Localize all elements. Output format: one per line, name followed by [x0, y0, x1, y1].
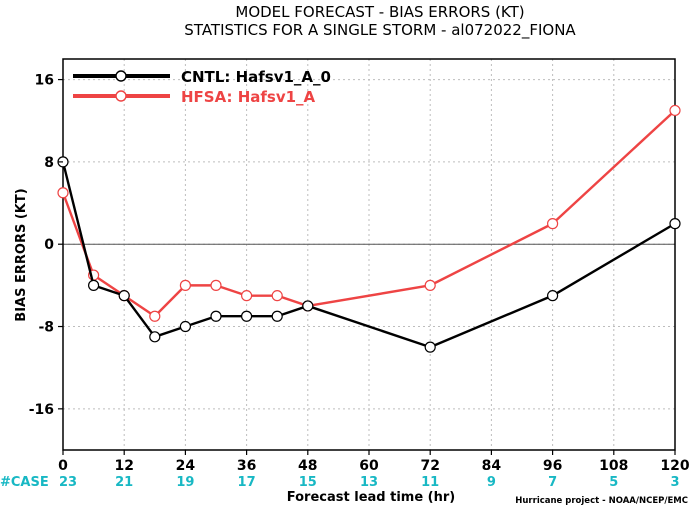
- grid-lines: [62, 59, 676, 450]
- data-point: [210, 310, 222, 322]
- y-tick-label: 0: [44, 237, 54, 253]
- data-point: [424, 341, 436, 353]
- y-tick-label: 16: [35, 73, 54, 89]
- legend-marker: [115, 90, 127, 102]
- x-axis-label: Forecast lead time (hr): [287, 490, 455, 505]
- x-tick-label: 12: [114, 458, 133, 474]
- case-count: 17: [238, 475, 256, 490]
- data-point: [546, 218, 559, 230]
- case-count: 3: [670, 475, 679, 490]
- x-tick-label: 36: [237, 458, 256, 474]
- data-point: [241, 290, 253, 302]
- series-cntl: [57, 156, 681, 353]
- x-tick-label: 24: [176, 458, 196, 474]
- x-tick-label: 96: [543, 458, 562, 474]
- data-point: [271, 290, 283, 302]
- series-line: [61, 109, 676, 318]
- data-point: [669, 104, 681, 117]
- data-point: [241, 310, 253, 322]
- case-count: 23: [59, 475, 77, 490]
- x-tick-label: 84: [482, 458, 502, 474]
- credit-text: Hurricane project - NOAA/NCEP/EMC: [515, 496, 688, 506]
- y-tick-label: -8: [38, 320, 54, 336]
- data-point: [424, 279, 436, 291]
- x-tick-label: 48: [298, 458, 317, 474]
- x-tick-label: 60: [359, 458, 379, 474]
- data-point: [271, 310, 283, 322]
- y-tick-label: -16: [29, 402, 54, 418]
- legend-marker: [115, 70, 127, 82]
- data-point: [302, 300, 314, 312]
- case-count: 7: [548, 475, 557, 490]
- data-point: [149, 310, 161, 322]
- x-tick-label: 120: [660, 458, 689, 474]
- series-hfsa: [57, 104, 681, 322]
- chart-title: MODEL FORECAST - BIAS ERRORS (KT): [235, 3, 524, 21]
- y-axis-label: BIAS ERRORS (KT): [14, 188, 29, 321]
- x-tick-label: 0: [58, 458, 68, 474]
- case-label: #CASE: [0, 475, 49, 490]
- data-point: [118, 290, 130, 302]
- y-tick-label: 8: [44, 155, 54, 171]
- x-tick-labels: 0 12 24 36 48 60 72 84 96 108 120: [58, 450, 690, 474]
- legend-label: CNTL: Hafsv1_A_0: [181, 68, 331, 86]
- chart-subtitle: STATISTICS FOR A SINGLE STORM - al072022…: [184, 21, 576, 40]
- data-point: [57, 187, 69, 199]
- y-tick-labels: -16 -8 0 8 16: [29, 73, 63, 418]
- case-count: 21: [115, 475, 133, 490]
- case-count: 9: [487, 475, 496, 490]
- x-tick-label: 72: [420, 458, 439, 474]
- data-point: [210, 279, 222, 291]
- case-count: 11: [421, 475, 439, 490]
- case-count: 13: [360, 475, 378, 490]
- data-point: [546, 290, 559, 302]
- case-count: 5: [609, 475, 618, 490]
- series-group: [57, 104, 681, 353]
- legend-label: HFSA: Hafsv1_A: [181, 88, 316, 106]
- x-tick-label: 108: [599, 458, 628, 474]
- case-count: 19: [176, 475, 194, 490]
- data-point: [179, 320, 191, 333]
- case-count-labels: 23 21 19 17 15 13 11 9 7 5 3: [59, 475, 680, 490]
- data-point: [87, 279, 100, 291]
- data-point: [179, 279, 191, 291]
- case-count: 15: [299, 475, 317, 490]
- data-point: [149, 331, 161, 343]
- data-point: [669, 218, 681, 230]
- legend: CNTL: Hafsv1_A_0 HFSA: Hafsv1_A: [73, 68, 331, 106]
